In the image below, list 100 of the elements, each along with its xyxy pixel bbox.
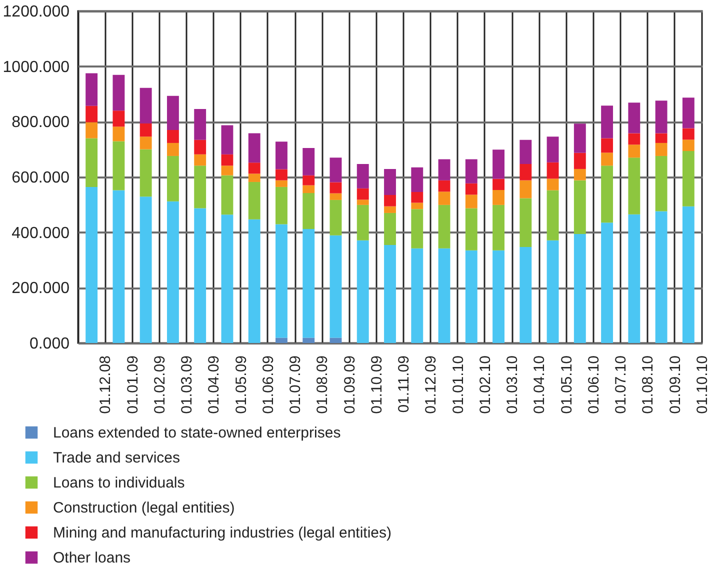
x-tick-label: 01.07.09 (287, 356, 304, 414)
bar (438, 192, 450, 205)
bar (465, 250, 478, 343)
bar (546, 162, 559, 179)
x-tick-label: 01.02.09 (151, 356, 168, 414)
bar (628, 214, 640, 343)
legend-label: Other loans (53, 550, 131, 564)
bar (655, 211, 668, 343)
bar (248, 174, 260, 182)
bar (411, 209, 424, 248)
bar (112, 190, 125, 343)
bar (546, 178, 559, 190)
y-tick-label: 1200.000 (2, 4, 70, 20)
x-tick-label: 01.08.10 (640, 356, 657, 414)
bar (194, 208, 206, 343)
x-tick-label: 01.04.09 (206, 356, 223, 414)
bar (492, 190, 504, 205)
legend-label: Construction (legal entities) (53, 500, 235, 516)
x-tick-label: 01.01.09 (124, 356, 142, 414)
bar (384, 212, 396, 246)
y-tick-label: 400.000 (12, 224, 70, 242)
bar (140, 136, 152, 150)
bar (86, 106, 98, 122)
legend-label: Loans extended to state-owned enterprises (53, 424, 341, 442)
bar (492, 150, 504, 179)
bar (601, 166, 614, 223)
bar (411, 248, 424, 343)
bar (356, 188, 369, 200)
bar (194, 140, 206, 154)
bar (276, 169, 288, 180)
bar (520, 140, 532, 164)
bar (302, 193, 315, 230)
legend-label: Trade and services (53, 450, 180, 466)
bar (574, 152, 586, 169)
x-tick-label: 01.09.10 (666, 356, 684, 414)
legend-label: Mining and manufacturing industries (legal entities) (53, 524, 392, 542)
bar (601, 152, 614, 166)
bar (574, 234, 586, 343)
bar (574, 180, 586, 234)
bar (140, 149, 152, 197)
bar (601, 222, 614, 343)
bar (492, 204, 504, 250)
bar (221, 125, 234, 154)
x-tick-label: 01.06.09 (260, 356, 277, 414)
bar (682, 140, 694, 151)
bar (86, 122, 98, 138)
bar (384, 168, 396, 195)
bar (276, 180, 288, 187)
bar (356, 200, 369, 205)
bar (628, 102, 640, 134)
bar (302, 185, 315, 194)
bar (682, 98, 694, 128)
bar (302, 338, 315, 343)
bar (574, 124, 586, 153)
x-tick-label: 01.12.09 (422, 356, 440, 414)
bar (682, 206, 694, 343)
y-tick-label: 0.000 (29, 336, 70, 352)
bar (330, 158, 342, 182)
bar (546, 240, 559, 343)
x-tick-label: 01.11.09 (396, 356, 413, 413)
bar (655, 133, 668, 143)
bar (574, 168, 586, 180)
bar (166, 201, 179, 343)
bar (655, 142, 668, 156)
bar (86, 73, 98, 106)
bar (166, 142, 179, 156)
x-tick-label: 01.12.08 (97, 356, 114, 414)
bar (86, 186, 98, 343)
bar (248, 219, 260, 343)
bar (601, 138, 614, 153)
bar (465, 183, 478, 195)
bar (438, 248, 450, 343)
bar (194, 154, 206, 166)
bar (520, 164, 532, 180)
y-tick-label: 200.000 (12, 280, 70, 298)
x-tick-label: 01.06.10 (585, 356, 602, 414)
bar (194, 166, 206, 208)
bar (112, 74, 125, 111)
bar (248, 182, 260, 220)
bar (546, 136, 559, 162)
bar (140, 88, 152, 124)
bar (384, 245, 396, 343)
bar (438, 204, 450, 248)
bar (140, 196, 152, 343)
bar (438, 180, 450, 192)
bar (302, 175, 315, 186)
bar (330, 193, 342, 200)
bar (682, 150, 694, 206)
bar (276, 338, 288, 343)
bar (221, 166, 234, 176)
bar (492, 250, 504, 343)
bar (330, 338, 342, 343)
x-tick-label: 01.04.10 (531, 356, 548, 414)
x-tick-label: 01.10.10 (694, 356, 711, 414)
bar (302, 148, 315, 176)
bar (248, 133, 260, 163)
bar (356, 164, 369, 188)
x-tick-label: 01.03.09 (178, 356, 196, 414)
bar (520, 180, 532, 198)
bar (276, 142, 288, 170)
